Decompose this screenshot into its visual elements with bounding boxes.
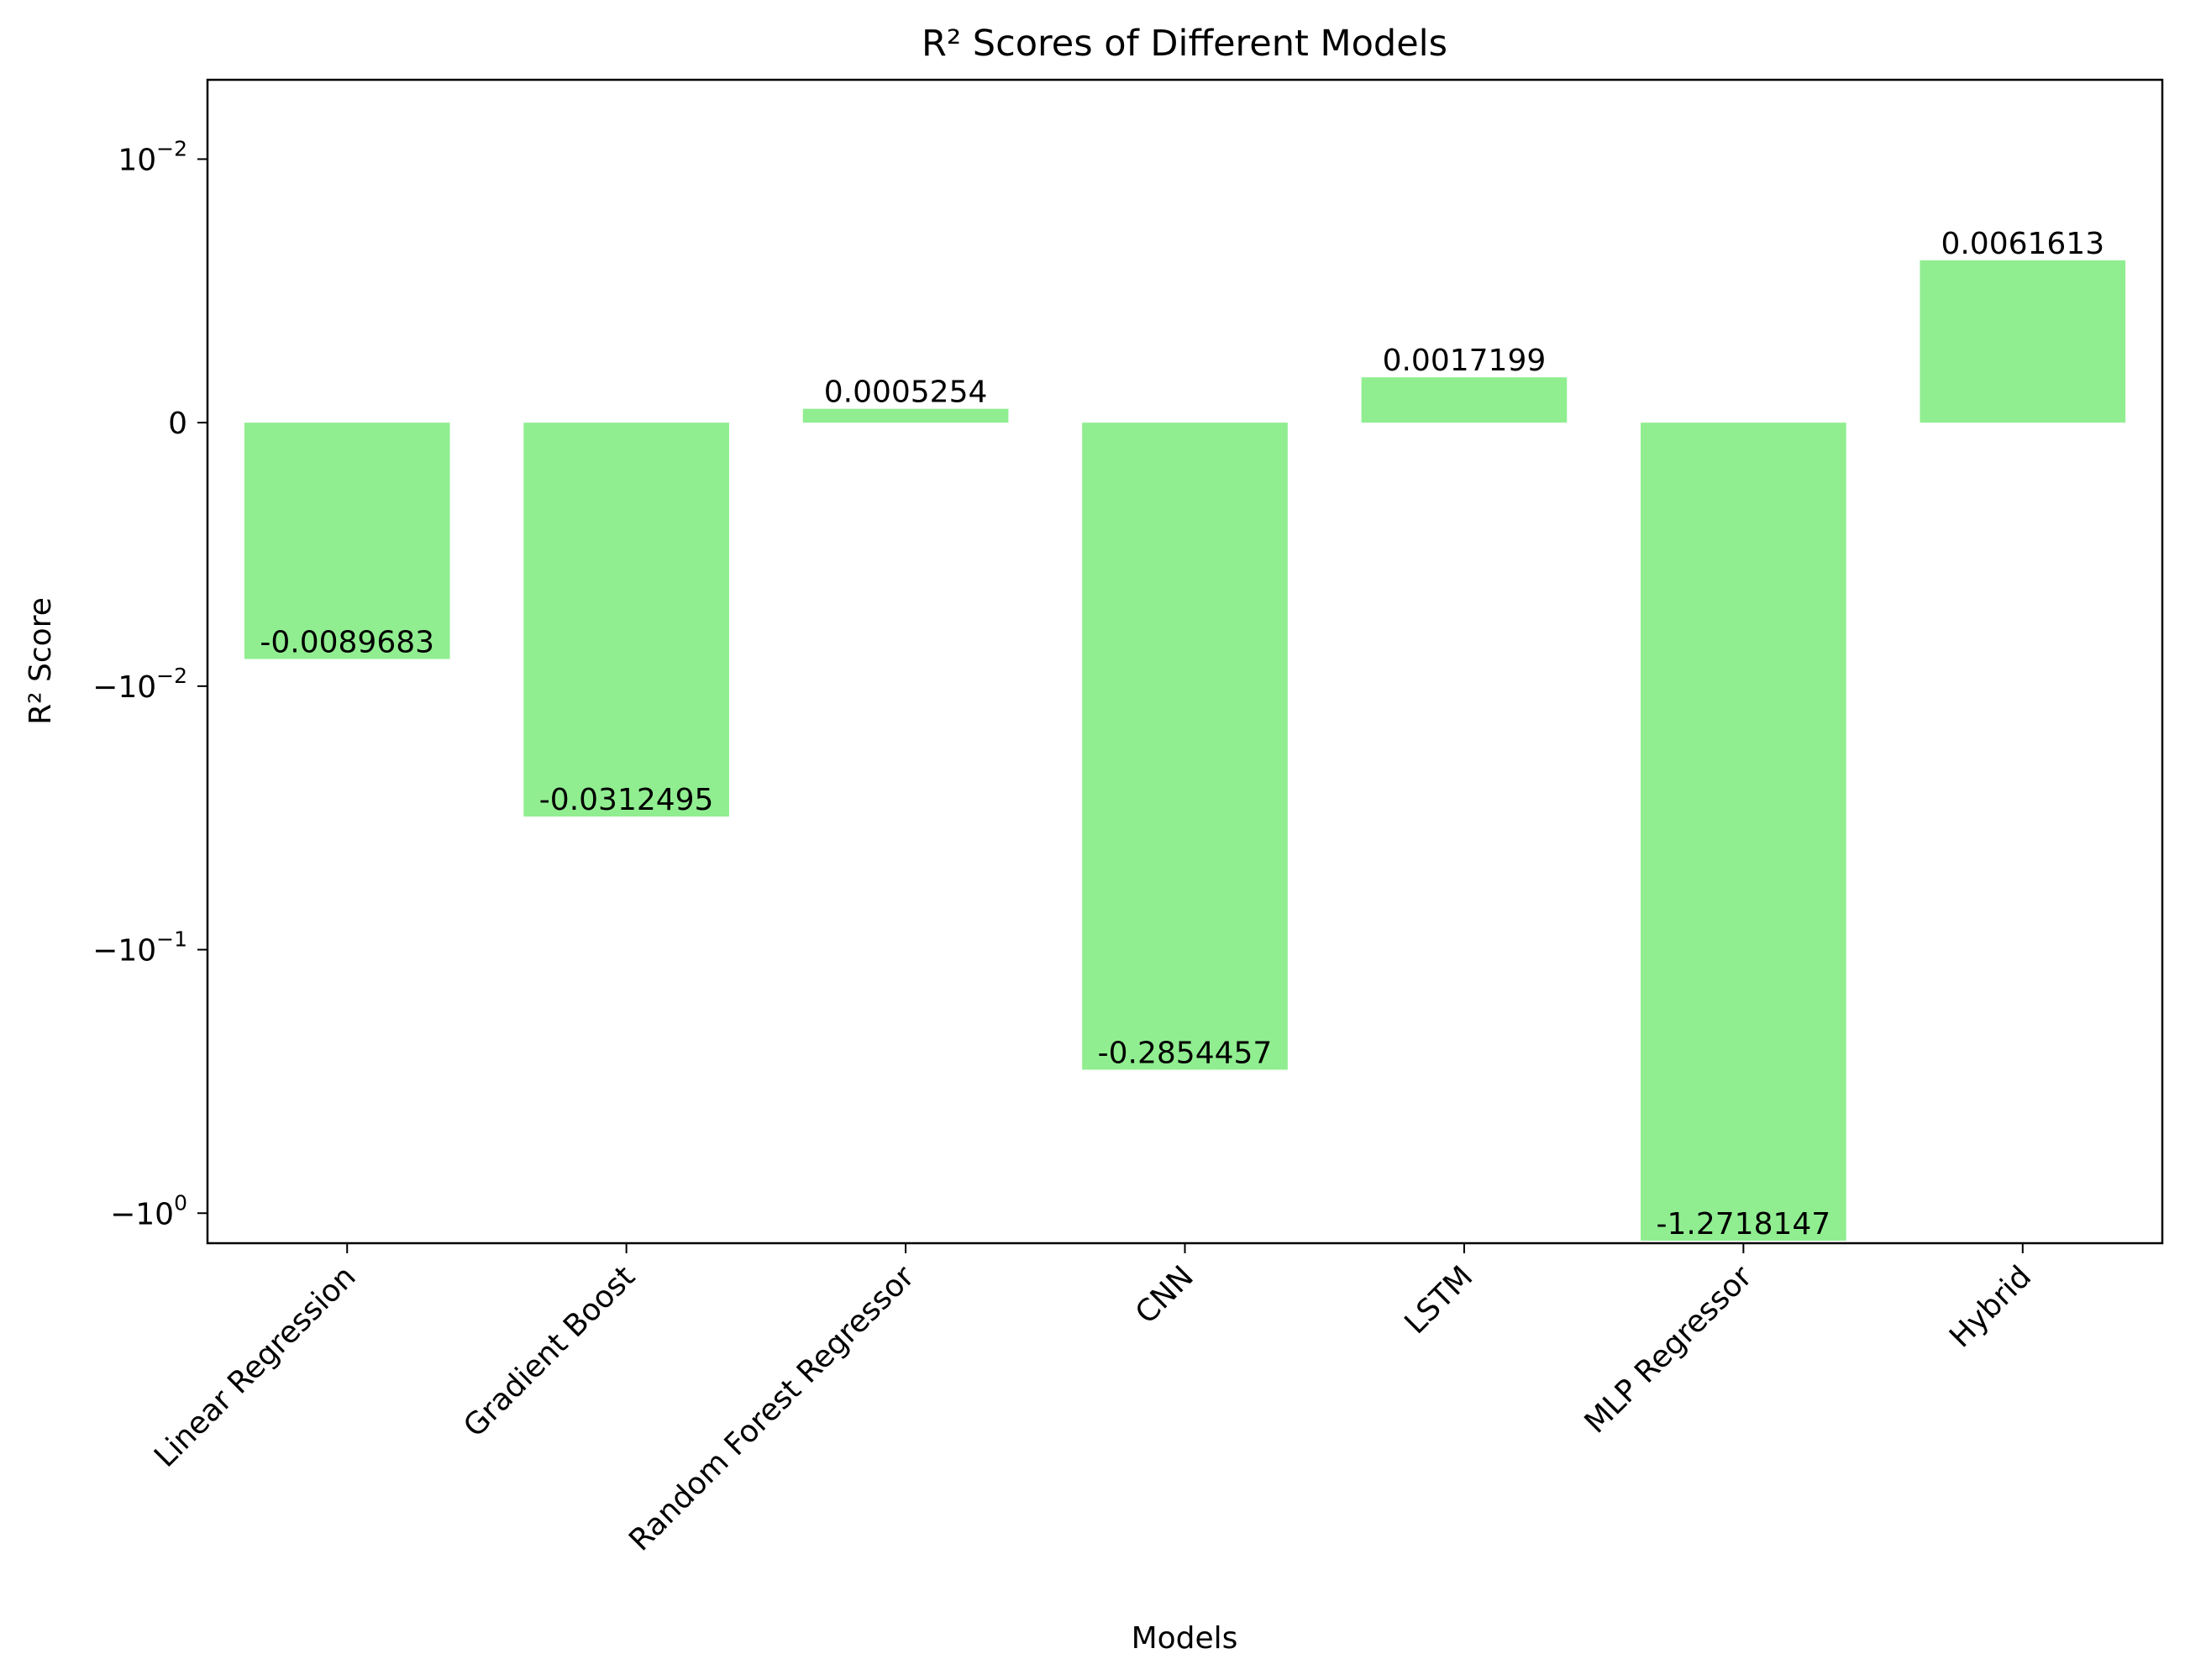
- y-tick-label: −10−2: [92, 664, 187, 705]
- bar: [1082, 423, 1288, 1070]
- bar: [1361, 377, 1568, 423]
- bar: [802, 408, 1009, 423]
- x-tick-label: Gradient Boost: [457, 1259, 642, 1444]
- bars: [244, 260, 2126, 1242]
- x-axis-title: Models: [1132, 1621, 1238, 1656]
- y-tick-label: 10−2: [118, 136, 187, 177]
- bar-value-label: 0.0005254: [824, 375, 988, 410]
- bar-value-label: -0.0312495: [539, 783, 714, 817]
- bar: [523, 423, 729, 817]
- x-tick-label: Hybrid: [1943, 1259, 2038, 1354]
- y-axis-title: R² Score: [24, 597, 58, 725]
- y-tick-label: −10−1: [92, 927, 187, 969]
- bar-value-label: -1.2718147: [1657, 1207, 1831, 1242]
- x-tick-label: MLP Regressor: [1578, 1259, 1759, 1440]
- bar-value-label: 0.0017199: [1383, 344, 1547, 378]
- x-tick-label: Linear Regression: [148, 1259, 362, 1473]
- x-tick-label: CNN: [1129, 1259, 1200, 1331]
- bar: [1920, 260, 2126, 423]
- x-tick-label: LSTM: [1398, 1259, 1479, 1341]
- bar: [244, 423, 450, 659]
- bar-value-label: -0.2854457: [1098, 1036, 1273, 1070]
- y-axis: 10−2 0 −10−2 −10−1 −100: [92, 136, 207, 1231]
- bar-labels: -0.0089683 -0.0312495 0.0005254 -0.2854457 0…: [260, 227, 2104, 1242]
- y-tick-label: 0: [168, 407, 187, 441]
- x-tick-label: Random Forest Regressor: [622, 1259, 921, 1557]
- bar: [1641, 423, 1846, 1242]
- chart-title: R² Scores of Different Models: [922, 23, 1447, 65]
- y-tick-label: −100: [110, 1190, 187, 1231]
- bar-value-label: 0.0061613: [1941, 227, 2104, 261]
- bar-value-label: -0.0089683: [260, 625, 434, 659]
